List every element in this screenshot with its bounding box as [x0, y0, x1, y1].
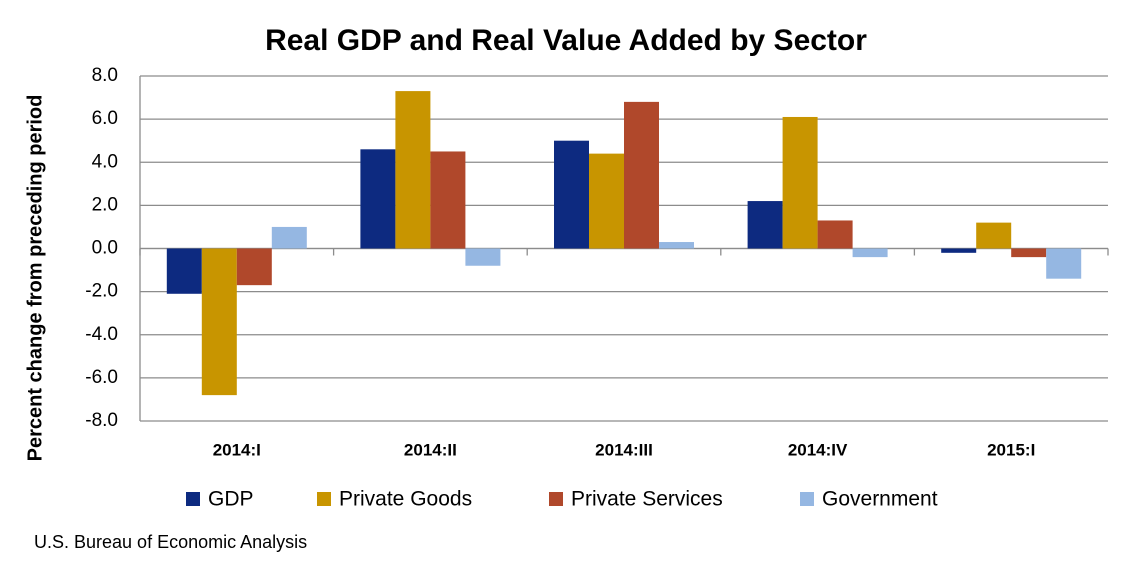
bar [1046, 248, 1082, 279]
y-axis-label: Percent change from preceding period [24, 95, 46, 462]
y-tick-label: 4.0 [92, 151, 118, 172]
legend-label: Private Goods [339, 488, 472, 511]
bar [1011, 248, 1047, 258]
bar [201, 248, 237, 396]
y-tick-label: -2.0 [85, 281, 118, 302]
legend-label: Private Services [571, 488, 723, 511]
bar [782, 116, 818, 249]
y-tick-label: -4.0 [85, 324, 118, 345]
bar [360, 149, 396, 249]
bar [236, 248, 272, 286]
bar [554, 140, 589, 249]
bar [976, 222, 1012, 249]
chart-title: Real GDP and Real Value Added by Sector [265, 24, 867, 57]
legend-swatch [317, 492, 331, 506]
bar [852, 248, 888, 258]
bar [271, 226, 307, 249]
bar [166, 248, 202, 294]
bar [465, 248, 501, 266]
x-tick-label: 2014:IV [788, 440, 848, 459]
x-tick-label: 2014:I [213, 440, 261, 459]
legend-label: GDP [208, 488, 254, 511]
y-tick-label: -6.0 [85, 367, 118, 388]
y-tick-label: -8.0 [85, 410, 118, 431]
x-tick-label: 2014:III [595, 440, 653, 459]
x-tick-label: 2015:I [987, 440, 1035, 459]
bar [624, 101, 659, 249]
x-tick-label: 2014:II [404, 440, 457, 459]
bar [817, 220, 853, 249]
legend-swatch [549, 492, 563, 506]
bar [747, 201, 783, 249]
bar [589, 153, 624, 249]
bar [430, 151, 466, 249]
y-tick-label: 0.0 [92, 238, 118, 259]
legend-label: Government [822, 488, 938, 511]
y-tick-label: 2.0 [92, 194, 118, 215]
bar [659, 242, 694, 249]
y-tick-label: 8.0 [92, 65, 118, 86]
bar [395, 91, 431, 249]
legend-swatch [800, 492, 814, 506]
y-tick-label: 6.0 [92, 108, 118, 129]
bar [941, 248, 977, 253]
source-note: U.S. Bureau of Economic Analysis [34, 532, 307, 552]
legend-swatch [186, 492, 200, 506]
